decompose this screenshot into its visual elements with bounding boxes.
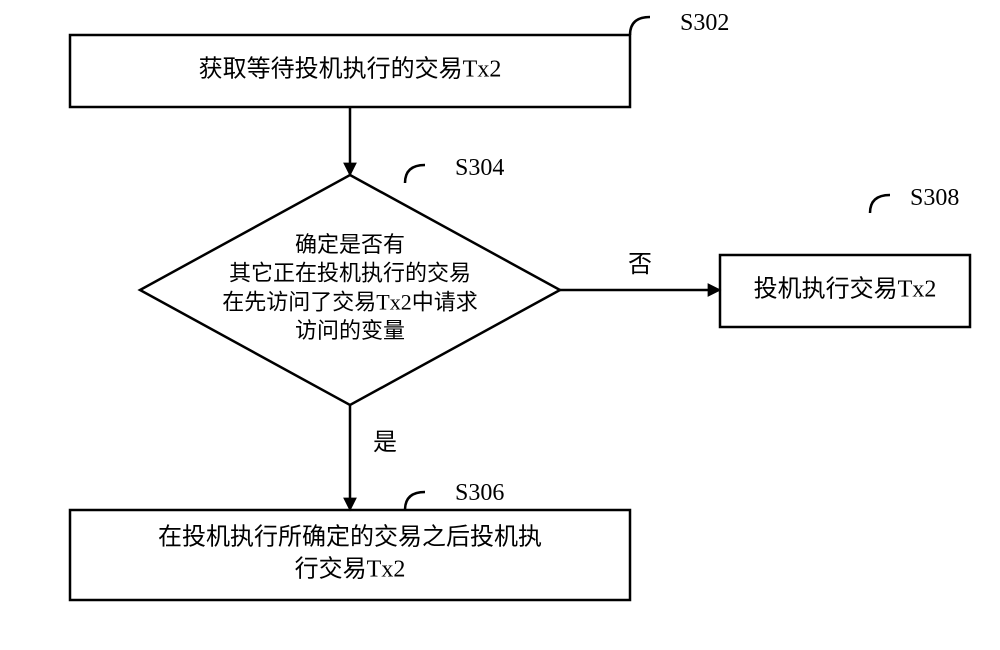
node-s304: 确定是否有其它正在投机执行的交易在先访问了交易Tx2中请求访问的变量 S304 [140,155,560,405]
node-s308: 投机执行交易Tx2 S308 [720,185,970,327]
node-text: 在先访问了交易Tx2中请求 [222,289,477,314]
edge-1: 否 [560,252,720,290]
node-text: 行交易Tx2 [295,556,406,583]
callout-hook [405,492,425,510]
node-text: 访问的变量 [295,318,405,343]
step-label-s302: S302 [680,10,729,36]
callout-hook [630,17,650,35]
node-text: 投机执行交易Tx2 [754,276,937,303]
node-text: 其它正在投机执行的交易 [229,261,471,286]
flowchart-canvas: 获取等待投机执行的交易Tx2 S302 确定是否有其它正在投机执行的交易在先访问了交… [0,0,1000,650]
edge-2: 是 [350,405,397,510]
edge-label: 是 [373,430,397,456]
node-text: 在投机执行所确定的交易之后投机执 [158,523,542,550]
node-text: 确定是否有 [295,232,405,257]
step-label-s308: S308 [910,185,959,211]
edge-label: 否 [628,252,652,278]
node-s302: 获取等待投机执行的交易Tx2 S302 [70,10,729,107]
step-label-s304: S304 [455,155,504,181]
callout-hook [870,195,890,213]
step-label-s306: S306 [455,480,504,506]
callout-hook [405,165,425,183]
node-text: 获取等待投机执行的交易Tx2 [199,56,502,83]
